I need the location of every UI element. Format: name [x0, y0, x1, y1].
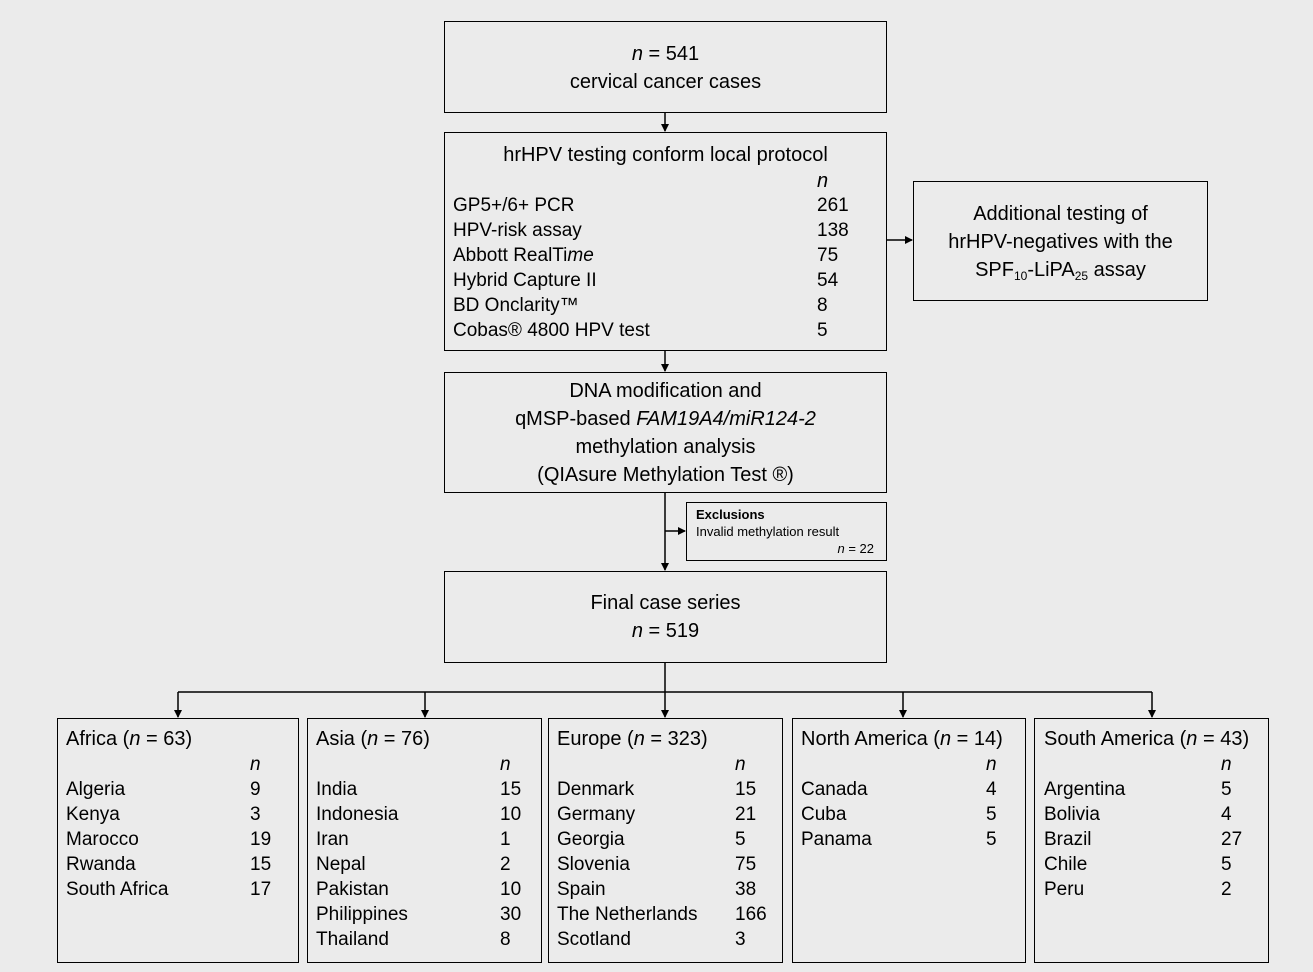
region-heading: Asia (n = 76) [316, 728, 430, 750]
methylation-line-2: qMSP-based FAM19A4/miR124-2 [515, 408, 816, 430]
country-row: Canada 4 [801, 779, 997, 800]
country-row: Algeria 9 [66, 779, 261, 800]
final-case-series-box: Final case series n = 519 [444, 571, 887, 663]
country-row: The Netherlands 166 [557, 904, 767, 925]
methylation-line-1: DNA modification and [569, 380, 762, 402]
region-n-header: n [1221, 754, 1232, 775]
total-n-prefix: n [631, 43, 643, 65]
region-box-north-america: North America (n = 14) n Canada 4 Cuba 5 P… [792, 718, 1026, 963]
region-box-asia: Asia (n = 76) n India 15 Indonesia 10 Iran… [307, 718, 542, 963]
country-row: India 15 [316, 779, 522, 800]
testing-row-n: 138 [817, 220, 849, 241]
region-box-europe: Europe (n = 323) n Denmark 15 Germany 21 G… [548, 718, 783, 963]
final-n-prefix: n [631, 620, 643, 642]
region-n-header: n [500, 754, 511, 775]
testing-row-name: Cobas® 4800 HPV test [453, 320, 650, 341]
country-row: Bolivia 4 [1044, 804, 1232, 825]
country-row: Germany 21 [557, 804, 757, 825]
country-row: Slovenia 75 [557, 854, 757, 875]
country-row: Iran 1 [316, 829, 511, 850]
testing-row: Cobas® 4800 HPV test 5 [453, 318, 886, 343]
country-row: Nepal 2 [316, 854, 511, 875]
region-heading: Africa (n = 63) [66, 728, 193, 750]
additional-line-2: hrHPV-negatives with the [948, 231, 1173, 253]
final-n-value: = 519 [648, 620, 700, 642]
testing-row-name: BD Onclarity™ [453, 295, 579, 316]
methylation-line-4: (QIAsure Methylation Test ®) [537, 464, 794, 486]
testing-row: GP5+/6+ PCR 261 [453, 193, 886, 218]
testing-row-name: Abbott RealTi [453, 245, 568, 266]
final-label: Final case series [590, 592, 741, 614]
country-row: Indonesia 10 [316, 804, 522, 825]
exclusions-n-value: = 22 [848, 541, 874, 556]
country-row: Denmark 15 [557, 779, 757, 800]
country-row: Brazil 27 [1044, 829, 1243, 850]
total-cases-box: n = 541 cervical cancer cases [444, 21, 887, 113]
testing-n-header: n [817, 170, 829, 192]
testing-row-name: Hybrid Capture II [453, 270, 597, 291]
methylation-analysis-box: DNA modification and qMSP-based FAM19A4/… [444, 372, 887, 493]
region-heading: Europe (n = 323) [557, 728, 708, 750]
country-row: Scotland 3 [557, 929, 746, 950]
testing-row: Hybrid Capture II 54 [453, 268, 886, 293]
testing-row-n: 54 [817, 270, 839, 291]
country-row: Panama 5 [801, 829, 997, 850]
region-n-header: n [735, 754, 746, 775]
testing-row: Abbott RealTime 75 [453, 243, 886, 268]
testing-row: HPV-risk assay 138 [453, 218, 886, 243]
exclusions-box: Exclusions Invalid methylation result n … [686, 502, 887, 561]
region-box-africa: Africa (n = 63) n Algeria 9 Kenya 3 Marocc… [57, 718, 299, 963]
exclusions-title: Exclusions [696, 507, 765, 522]
country-row: Pakistan 10 [316, 879, 522, 900]
additional-testing-box: Additional testing of hrHPV-negatives wi… [913, 181, 1208, 301]
country-row: Philippines 30 [316, 904, 522, 925]
total-n-value: = 541 [648, 43, 700, 65]
region-n-header: n [250, 754, 261, 775]
testing-row-name: HPV-risk assay [453, 220, 582, 241]
country-row: Spain 38 [557, 879, 757, 900]
testing-row-n: 261 [817, 195, 849, 216]
exclusions-n-prefix: n [837, 541, 845, 556]
region-heading: South America (n = 43) [1044, 728, 1250, 750]
exclusions-reason: Invalid methylation result [696, 524, 840, 539]
country-row: Georgia 5 [557, 829, 746, 850]
region-heading: North America (n = 14) [801, 728, 1003, 750]
testing-row-n: 5 [817, 320, 828, 341]
testing-row: BD Onclarity™ 8 [453, 293, 886, 318]
country-row: Cuba 5 [801, 804, 997, 825]
country-row: Marocco 19 [66, 829, 272, 850]
region-box-south-america: South America (n = 43) n Argentina 5 Boli… [1034, 718, 1269, 963]
additional-line-3: SPF10-LiPA25 assay [975, 259, 1146, 283]
country-row: Rwanda 15 [66, 854, 272, 875]
country-row: Argentina 5 [1044, 779, 1232, 800]
testing-row-n: 8 [817, 295, 828, 316]
total-label: cervical cancer cases [569, 71, 762, 93]
region-n-header: n [986, 754, 997, 775]
country-row: Kenya 3 [66, 804, 261, 825]
country-row: South Africa 17 [66, 879, 272, 900]
testing-title: hrHPV testing conform local protocol [503, 144, 828, 166]
methylation-line-3: methylation analysis [575, 436, 756, 458]
testing-row-name-italic: me [567, 245, 594, 266]
additional-line-1: Additional testing of [973, 203, 1148, 225]
country-row: Peru 2 [1044, 879, 1232, 900]
country-row: Chile 5 [1044, 854, 1232, 875]
country-row: Thailand 8 [316, 929, 511, 950]
testing-row-name: GP5+/6+ PCR [453, 195, 575, 216]
hrhpv-testing-box: hrHPV testing conform local protocol n G… [444, 132, 887, 351]
testing-row-n: 75 [817, 245, 839, 266]
